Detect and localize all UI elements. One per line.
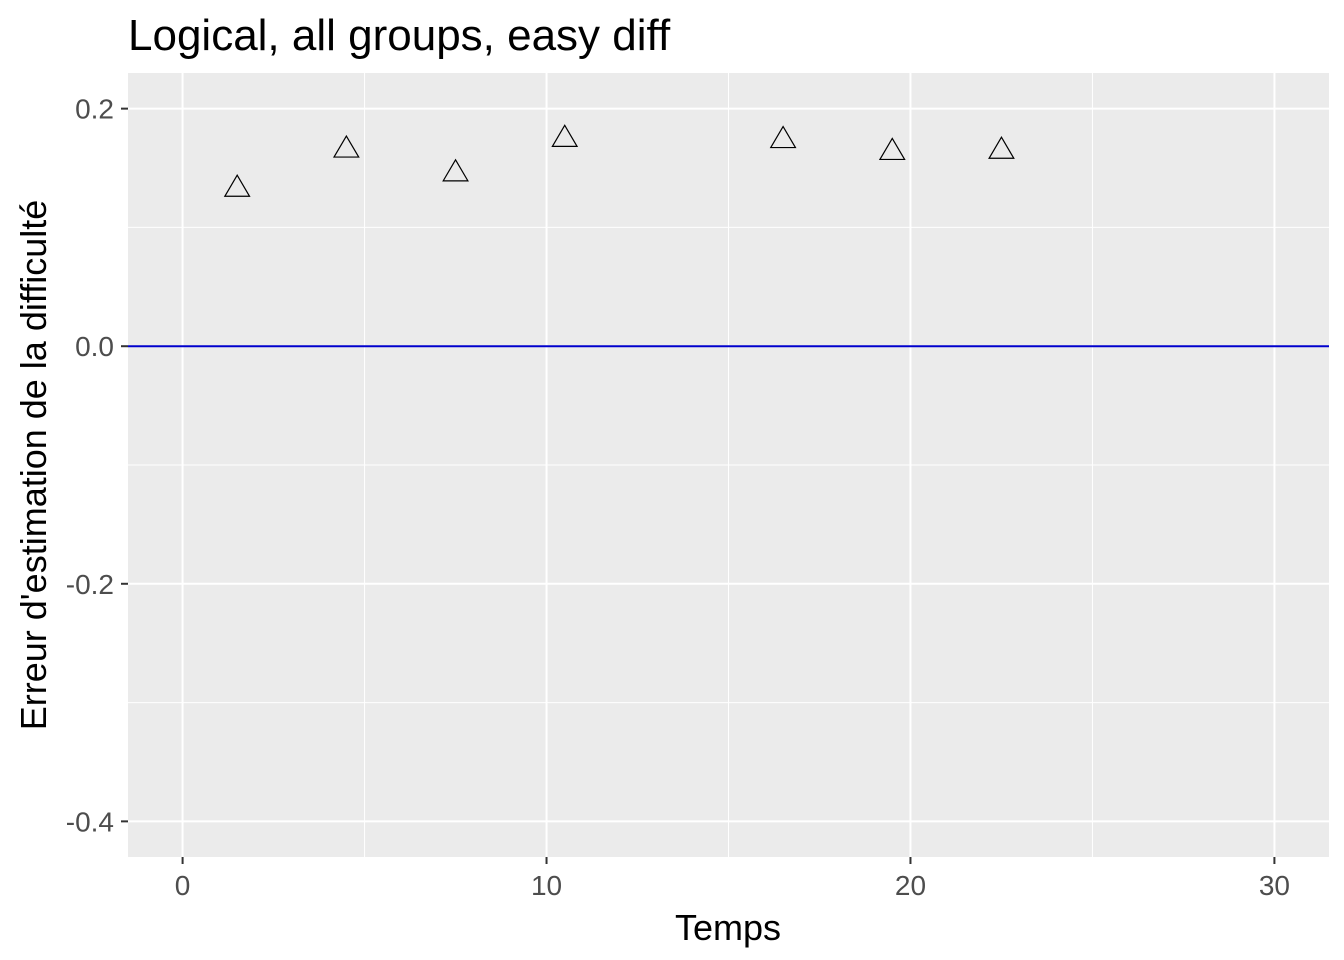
data-point	[769, 125, 797, 149]
data-point	[988, 136, 1015, 159]
data-point	[332, 134, 360, 158]
x-tick-label: 30	[1259, 870, 1290, 901]
chart-title: Logical, all groups, easy diff	[128, 11, 671, 60]
y-tick-label: 0.0	[75, 331, 114, 362]
minor-grid	[128, 73, 1329, 857]
y-tick-label: 0.2	[75, 94, 114, 125]
data-point	[442, 158, 469, 182]
x-ticks: 0 10 20 30	[175, 857, 1290, 901]
data-points	[223, 124, 1015, 197]
y-axis-title: Erreur d'estimation de la difficulté	[13, 200, 54, 730]
data-point	[551, 124, 579, 147]
x-tick-label: 10	[531, 870, 562, 901]
data-point	[878, 137, 906, 161]
y-tick-label: -0.4	[66, 806, 114, 837]
x-axis-title: Temps	[675, 907, 781, 948]
x-tick-label: 0	[175, 870, 191, 901]
major-grid	[128, 73, 1329, 857]
x-tick-label: 20	[895, 870, 926, 901]
y-ticks: -0.4 -0.2 0.0 0.2	[66, 94, 128, 837]
y-tick-label: -0.2	[66, 569, 114, 600]
data-point	[223, 174, 251, 197]
